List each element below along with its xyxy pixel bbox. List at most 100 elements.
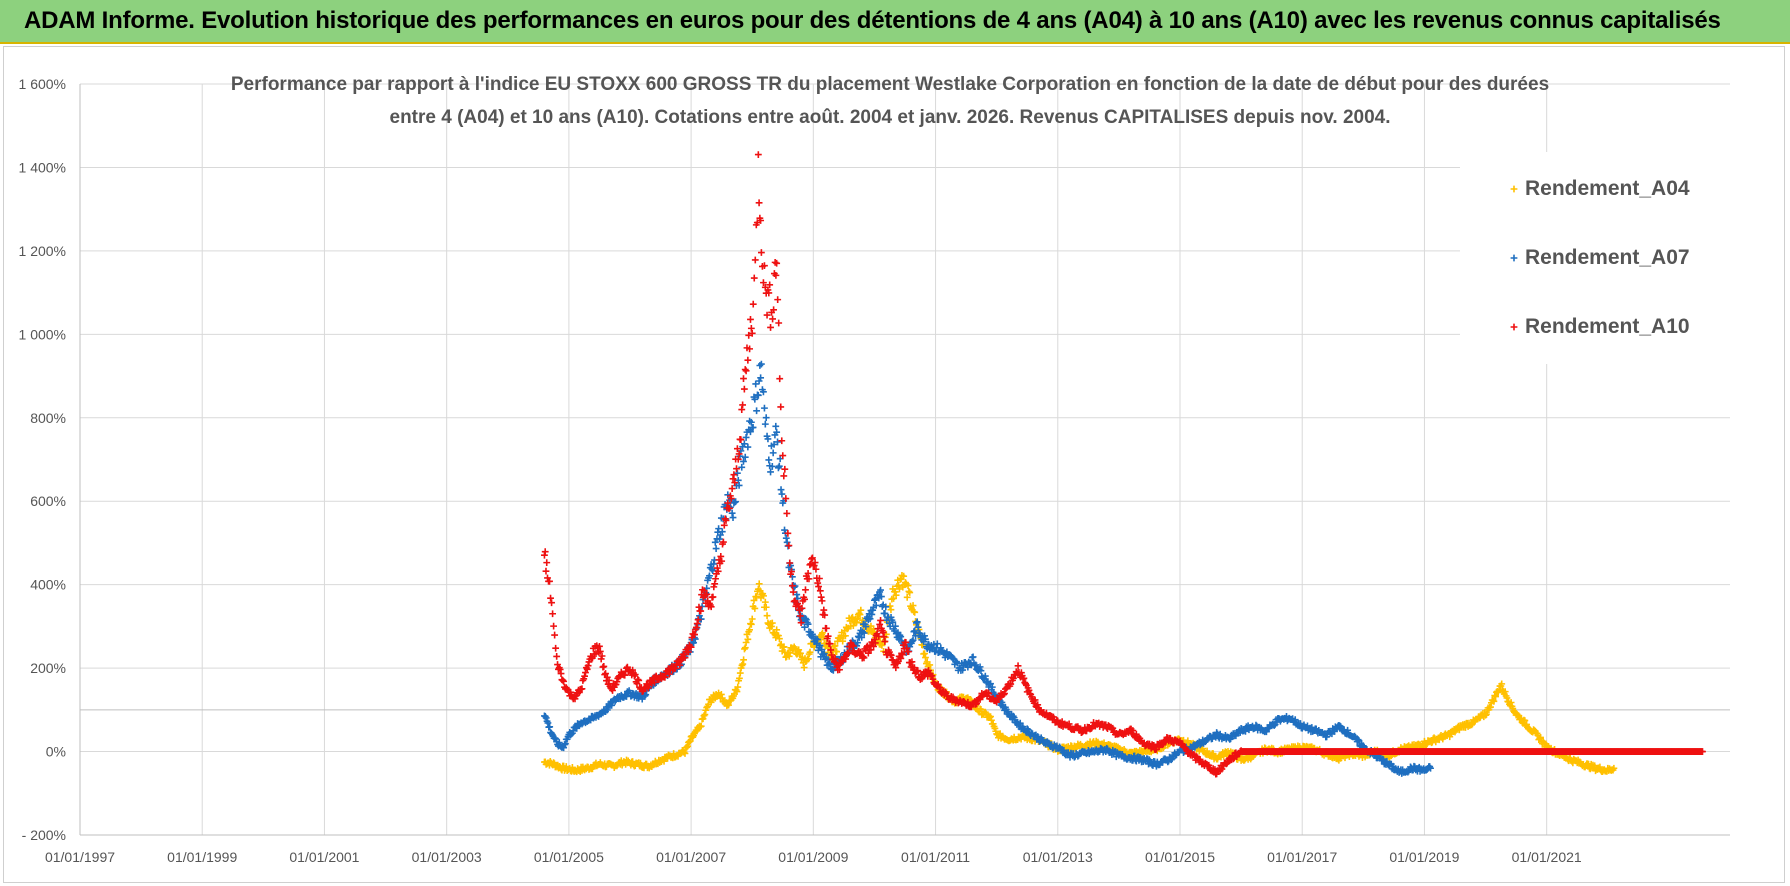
data-point xyxy=(541,548,549,556)
data-point xyxy=(778,490,786,498)
data-point xyxy=(1482,711,1490,718)
x-tick-label: 01/01/2007 xyxy=(656,849,726,865)
data-point xyxy=(687,643,695,651)
data-point xyxy=(773,259,781,267)
data-point xyxy=(676,661,684,669)
data-point xyxy=(741,453,749,461)
data-point xyxy=(839,637,847,645)
data-point xyxy=(734,455,742,463)
data-point xyxy=(877,617,884,624)
data-point xyxy=(557,670,565,677)
data-point xyxy=(774,438,781,446)
data-point xyxy=(793,591,801,598)
data-point xyxy=(797,619,805,627)
data-point xyxy=(911,608,919,616)
data-point xyxy=(912,632,919,640)
data-point xyxy=(762,603,770,611)
data-point xyxy=(1020,674,1028,682)
data-point xyxy=(560,744,568,752)
data-point xyxy=(722,517,730,524)
data-point xyxy=(745,331,753,339)
data-point xyxy=(621,671,629,679)
data-point xyxy=(1344,726,1352,734)
data-point xyxy=(770,306,778,314)
data-point xyxy=(740,440,748,448)
data-point xyxy=(734,683,742,691)
data-point xyxy=(695,603,703,611)
data-point xyxy=(812,565,820,573)
data-point xyxy=(686,737,694,745)
data-point xyxy=(831,655,839,663)
data-point xyxy=(701,711,709,718)
data-point xyxy=(816,642,824,649)
data-point xyxy=(753,407,760,415)
data-point xyxy=(777,486,785,494)
data-point xyxy=(773,626,781,634)
data-point xyxy=(762,414,770,422)
data-point xyxy=(1242,727,1249,735)
data-point xyxy=(600,663,608,670)
data-point xyxy=(602,670,609,677)
data-point xyxy=(886,651,894,658)
data-point xyxy=(738,463,746,471)
data-point xyxy=(860,629,868,637)
x-tick-label: 01/01/2013 xyxy=(1023,849,1093,865)
data-point xyxy=(693,620,701,627)
data-point xyxy=(964,698,972,706)
data-point xyxy=(690,639,698,647)
data-point xyxy=(783,510,791,517)
x-tick-label: 01/01/2019 xyxy=(1389,849,1459,865)
data-point xyxy=(1031,696,1039,704)
data-point xyxy=(878,641,886,649)
data-point xyxy=(718,557,726,565)
data-point xyxy=(911,627,919,635)
data-point xyxy=(809,554,816,562)
data-point xyxy=(700,712,708,720)
data-point xyxy=(710,560,718,568)
data-points xyxy=(541,151,1706,778)
data-point xyxy=(613,678,621,686)
data-point xyxy=(584,662,592,670)
data-point xyxy=(757,217,765,224)
data-point xyxy=(828,651,836,659)
data-point xyxy=(1501,688,1509,696)
data-point xyxy=(700,587,708,595)
data-point xyxy=(740,375,747,382)
data-point xyxy=(887,651,895,659)
data-point xyxy=(763,612,771,620)
y-tick-label: 600% xyxy=(30,493,66,509)
data-point xyxy=(727,495,735,502)
data-point xyxy=(771,258,779,266)
data-point xyxy=(724,499,732,507)
data-point xyxy=(760,592,767,600)
x-tick-label: 01/01/2003 xyxy=(412,849,482,865)
data-point xyxy=(857,606,865,614)
data-point xyxy=(728,509,736,517)
data-point xyxy=(748,329,756,337)
data-point xyxy=(1000,691,1008,698)
data-point xyxy=(739,401,747,409)
data-point xyxy=(804,655,812,663)
data-point xyxy=(816,587,824,595)
data-point xyxy=(820,606,828,614)
data-point xyxy=(1203,747,1211,755)
data-point xyxy=(811,559,819,566)
data-point xyxy=(749,423,757,431)
data-point xyxy=(1014,662,1022,670)
legend-label: Rendement_A10 xyxy=(1525,315,1690,338)
y-tick-label: 800% xyxy=(30,410,66,426)
data-point xyxy=(761,262,768,270)
data-point xyxy=(717,553,725,560)
data-point xyxy=(630,672,638,680)
data-point xyxy=(844,650,852,657)
data-point xyxy=(767,324,774,331)
data-point xyxy=(1354,736,1362,744)
data-point xyxy=(765,289,773,297)
data-point xyxy=(755,199,763,207)
data-point xyxy=(903,593,911,601)
data-point xyxy=(738,662,746,669)
data-point xyxy=(770,440,778,448)
data-point xyxy=(854,639,861,647)
data-point xyxy=(1065,720,1073,728)
